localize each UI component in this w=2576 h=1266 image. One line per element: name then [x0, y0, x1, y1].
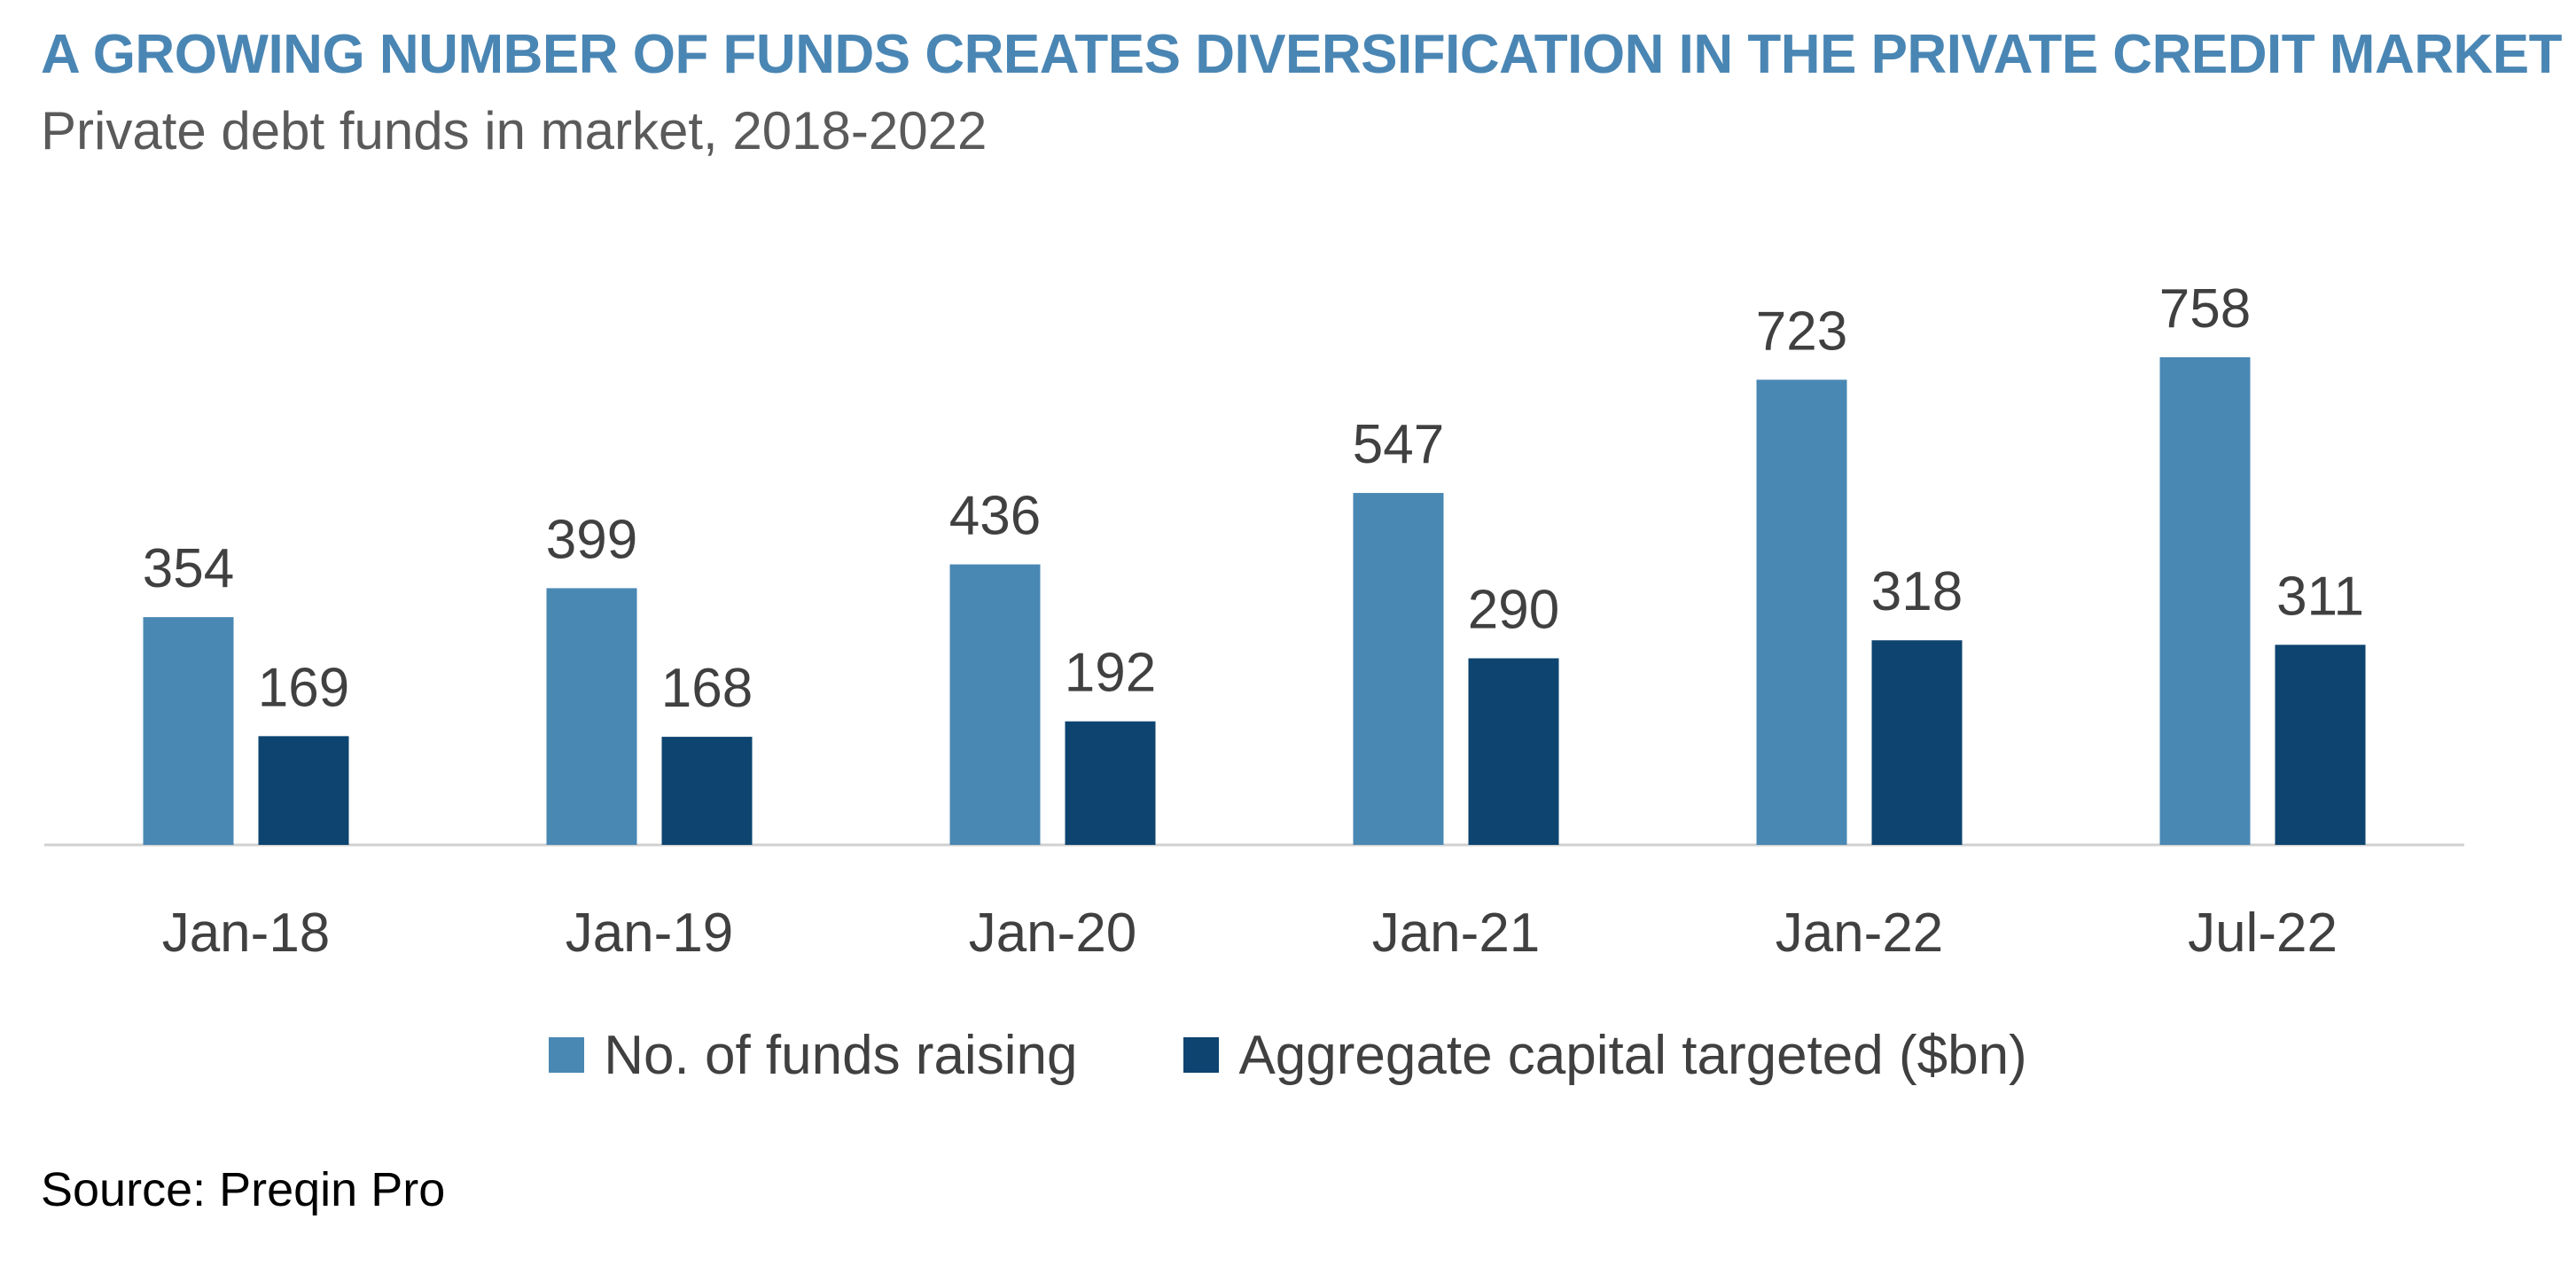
data-label-capital-targeted-jan-18: 169 [258, 657, 349, 718]
data-label-capital-targeted-jan-20: 192 [1065, 643, 1156, 704]
x-tick-label-jan-21: Jan-21 [1372, 903, 1541, 964]
legend-swatch-capital-targeted [1183, 1037, 1220, 1073]
data-label-capital-targeted-jan-19: 168 [661, 658, 753, 719]
legend-item-capital-targeted: Aggregate capital targeted ($bn) [1183, 1024, 2027, 1087]
legend-label-funds-raising: No. of funds raising [604, 1024, 1078, 1086]
data-label-funds-raising-jan-19: 399 [546, 509, 637, 570]
bar-capital-targeted-jan-20 [1065, 721, 1156, 845]
legend-label-capital-targeted: Aggregate capital targeted ($bn) [1238, 1024, 2027, 1086]
bar-funds-raising-jul-22 [2159, 356, 2251, 845]
bar-capital-targeted-jan-21 [1468, 658, 1559, 845]
chart-legend: No. of funds raising Aggregate capital t… [0, 1020, 2576, 1090]
bar-capital-targeted-jan-18 [258, 736, 349, 845]
x-tick-label-jan-18: Jan-18 [162, 903, 331, 964]
bar-funds-raising-jan-19 [546, 588, 637, 845]
source-note: Source: Preqin Pro [41, 1163, 446, 1216]
bar-funds-raising-jan-21 [1353, 493, 1444, 845]
data-label-capital-targeted-jan-21: 290 [1468, 580, 1559, 641]
chart-subtitle: Private debt funds in market, 2018-2022 [41, 101, 987, 160]
data-label-capital-targeted-jul-22: 311 [2276, 566, 2364, 627]
x-tick-label-jan-20: Jan-20 [969, 903, 1137, 964]
legend-swatch-funds-raising [549, 1037, 585, 1073]
data-label-funds-raising-jan-21: 547 [1353, 414, 1444, 475]
bar-funds-raising-jan-22 [1756, 379, 1847, 845]
bar-capital-targeted-jul-22 [2275, 645, 2366, 845]
data-label-capital-targeted-jan-22: 318 [1871, 561, 1963, 622]
data-label-funds-raising-jul-22: 758 [2159, 278, 2251, 340]
bar-capital-targeted-jan-22 [1871, 640, 1963, 845]
bar-funds-raising-jan-18 [143, 617, 234, 845]
x-tick-label-jan-19: Jan-19 [566, 903, 734, 964]
bar-capital-targeted-jan-19 [661, 737, 753, 845]
data-label-funds-raising-jan-20: 436 [949, 486, 1041, 547]
data-label-funds-raising-jan-18: 354 [143, 538, 234, 599]
x-tick-label-jan-22: Jan-22 [1776, 903, 1944, 964]
data-label-funds-raising-jan-22: 723 [1756, 301, 1847, 362]
chart-title: A GROWING NUMBER OF FUNDS CREATES DIVERS… [41, 24, 2563, 85]
x-tick-label-jul-22: Jul-22 [2188, 903, 2338, 964]
legend-item-funds-raising: No. of funds raising [549, 1024, 1077, 1087]
bar-funds-raising-jan-20 [949, 564, 1041, 845]
